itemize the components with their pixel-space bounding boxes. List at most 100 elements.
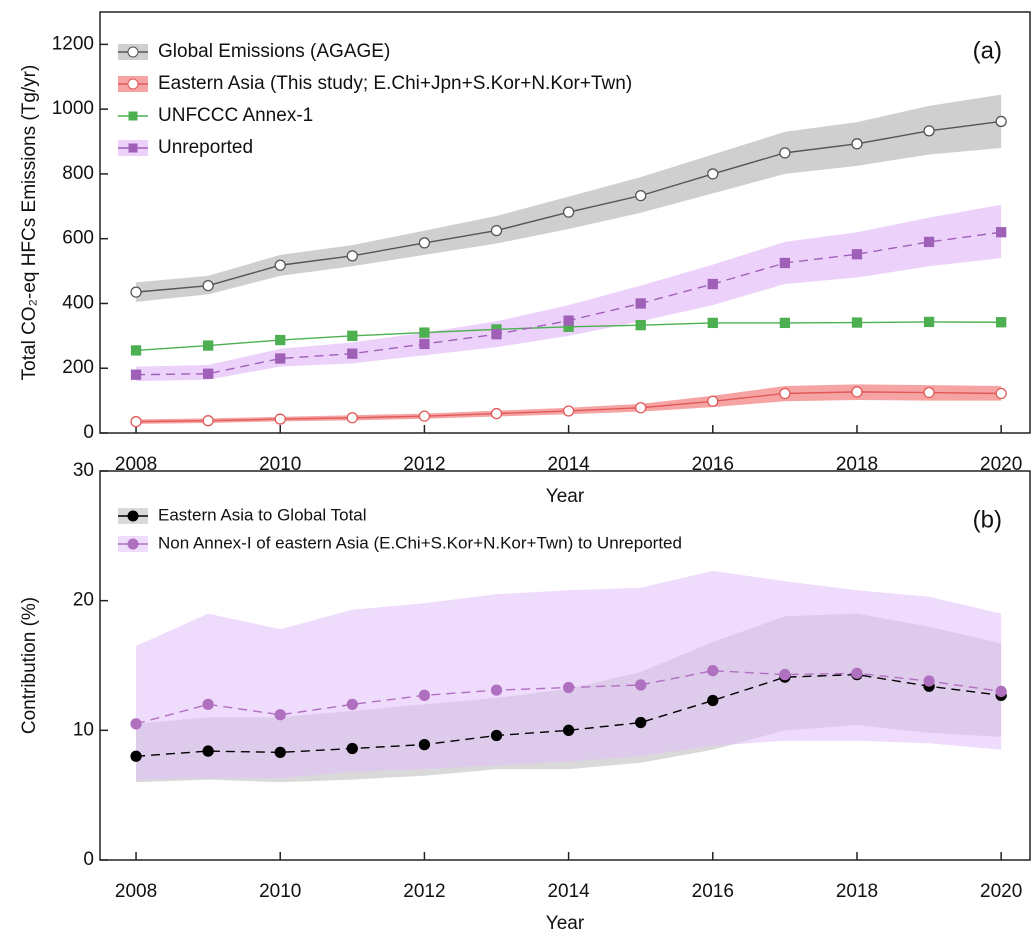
marker: [419, 327, 430, 338]
y-tick-label: 600: [62, 228, 94, 249]
marker: [346, 412, 358, 424]
marker: [562, 405, 575, 417]
marker: [491, 329, 502, 340]
legend-label: Unreported: [158, 137, 253, 158]
y-tick-label: 400: [62, 292, 94, 313]
marker: [418, 689, 431, 701]
marker: [274, 709, 286, 721]
legend-label: Global Emissions (AGAGE): [158, 41, 390, 62]
x-tick-label: 2018: [836, 881, 878, 902]
x-tick-label: 2008: [115, 454, 157, 475]
x-tick-label: 2008: [115, 881, 157, 902]
marker: [851, 138, 863, 150]
uncertainty-band: [136, 204, 1002, 382]
x-tick-label: 2010: [259, 454, 301, 475]
y-axis-label: Contribution (%): [19, 597, 40, 734]
marker: [202, 279, 214, 292]
uncertainty-band: [136, 94, 1002, 302]
marker: [635, 189, 647, 202]
marker: [202, 745, 214, 757]
marker: [851, 249, 863, 260]
plot-frame: [99, 11, 1031, 434]
y-tick-label: 200: [62, 357, 94, 378]
marker: [635, 320, 646, 331]
marker: [779, 147, 791, 159]
legend-label: Non Annex-I of eastern Asia (E.Chi+S.Kor…: [158, 533, 682, 552]
marker: [923, 316, 935, 328]
legend-label: UNFCCC Annex-1: [158, 105, 313, 126]
legend-label: Eastern Asia to Global Total: [158, 505, 367, 524]
x-tick-label: 2010: [259, 881, 301, 902]
y-tick-label: 10: [73, 719, 94, 740]
uncertainty-band: [136, 570, 1002, 780]
marker: [346, 742, 358, 755]
y-tick-label: 0: [83, 849, 94, 870]
marker: [202, 415, 214, 427]
y-tick-label: 800: [62, 163, 94, 184]
marker: [202, 698, 214, 711]
legend-label: Eastern Asia (This study; E.Chi+Jpn+S.Ko…: [158, 73, 632, 94]
x-tick-label: 2016: [692, 454, 734, 475]
y-tick-label: 1000: [52, 98, 94, 119]
x-tick-label: 2020: [980, 881, 1022, 902]
marker: [995, 115, 1007, 128]
marker: [923, 236, 935, 248]
marker: [779, 257, 791, 269]
marker: [418, 410, 431, 422]
marker: [490, 684, 503, 696]
marker: [707, 665, 719, 677]
marker: [130, 345, 142, 356]
x-tick-label: 2012: [403, 454, 445, 475]
legend-marker: [127, 510, 139, 522]
marker: [346, 698, 358, 711]
uncertainty-band: [136, 384, 1002, 424]
marker: [490, 729, 503, 742]
marker: [563, 315, 574, 326]
marker: [851, 386, 863, 398]
marker: [779, 668, 791, 681]
marker: [274, 413, 286, 425]
x-axis-label: Year: [546, 913, 585, 934]
marker: [996, 317, 1007, 328]
marker: [562, 681, 575, 694]
marker: [130, 286, 142, 298]
marker: [419, 338, 430, 350]
x-axis-label: Year: [546, 486, 585, 507]
marker: [490, 224, 503, 237]
marker: [275, 353, 286, 364]
x-tick-label: 2016: [692, 881, 734, 902]
marker: [923, 386, 935, 399]
marker: [202, 368, 214, 379]
marker: [635, 679, 647, 691]
marker: [347, 348, 358, 359]
marker: [562, 206, 575, 218]
x-tick-label: 2012: [403, 881, 445, 902]
marker: [490, 407, 503, 420]
x-tick-label: 2014: [547, 881, 590, 902]
marker: [707, 395, 719, 407]
x-tick-label: 2018: [836, 454, 878, 475]
marker: [275, 334, 286, 346]
y-tick-label: 0: [83, 422, 94, 443]
marker: [707, 278, 718, 290]
marker: [418, 738, 431, 751]
x-tick-label: 2014: [547, 454, 590, 475]
marker: [707, 317, 718, 329]
marker: [923, 675, 935, 687]
marker: [274, 746, 286, 759]
marker: [707, 168, 719, 180]
panel-label: (b): [973, 506, 1002, 533]
marker: [779, 387, 791, 400]
marker: [635, 402, 647, 414]
marker: [130, 416, 142, 428]
plot-frame: [99, 470, 1031, 861]
marker: [635, 716, 647, 729]
marker: [202, 340, 214, 351]
marker: [851, 317, 863, 328]
marker: [996, 227, 1007, 238]
legend-marker: [128, 111, 138, 121]
marker: [130, 369, 142, 380]
y-tick-label: 20: [73, 590, 94, 611]
marker: [130, 750, 142, 762]
